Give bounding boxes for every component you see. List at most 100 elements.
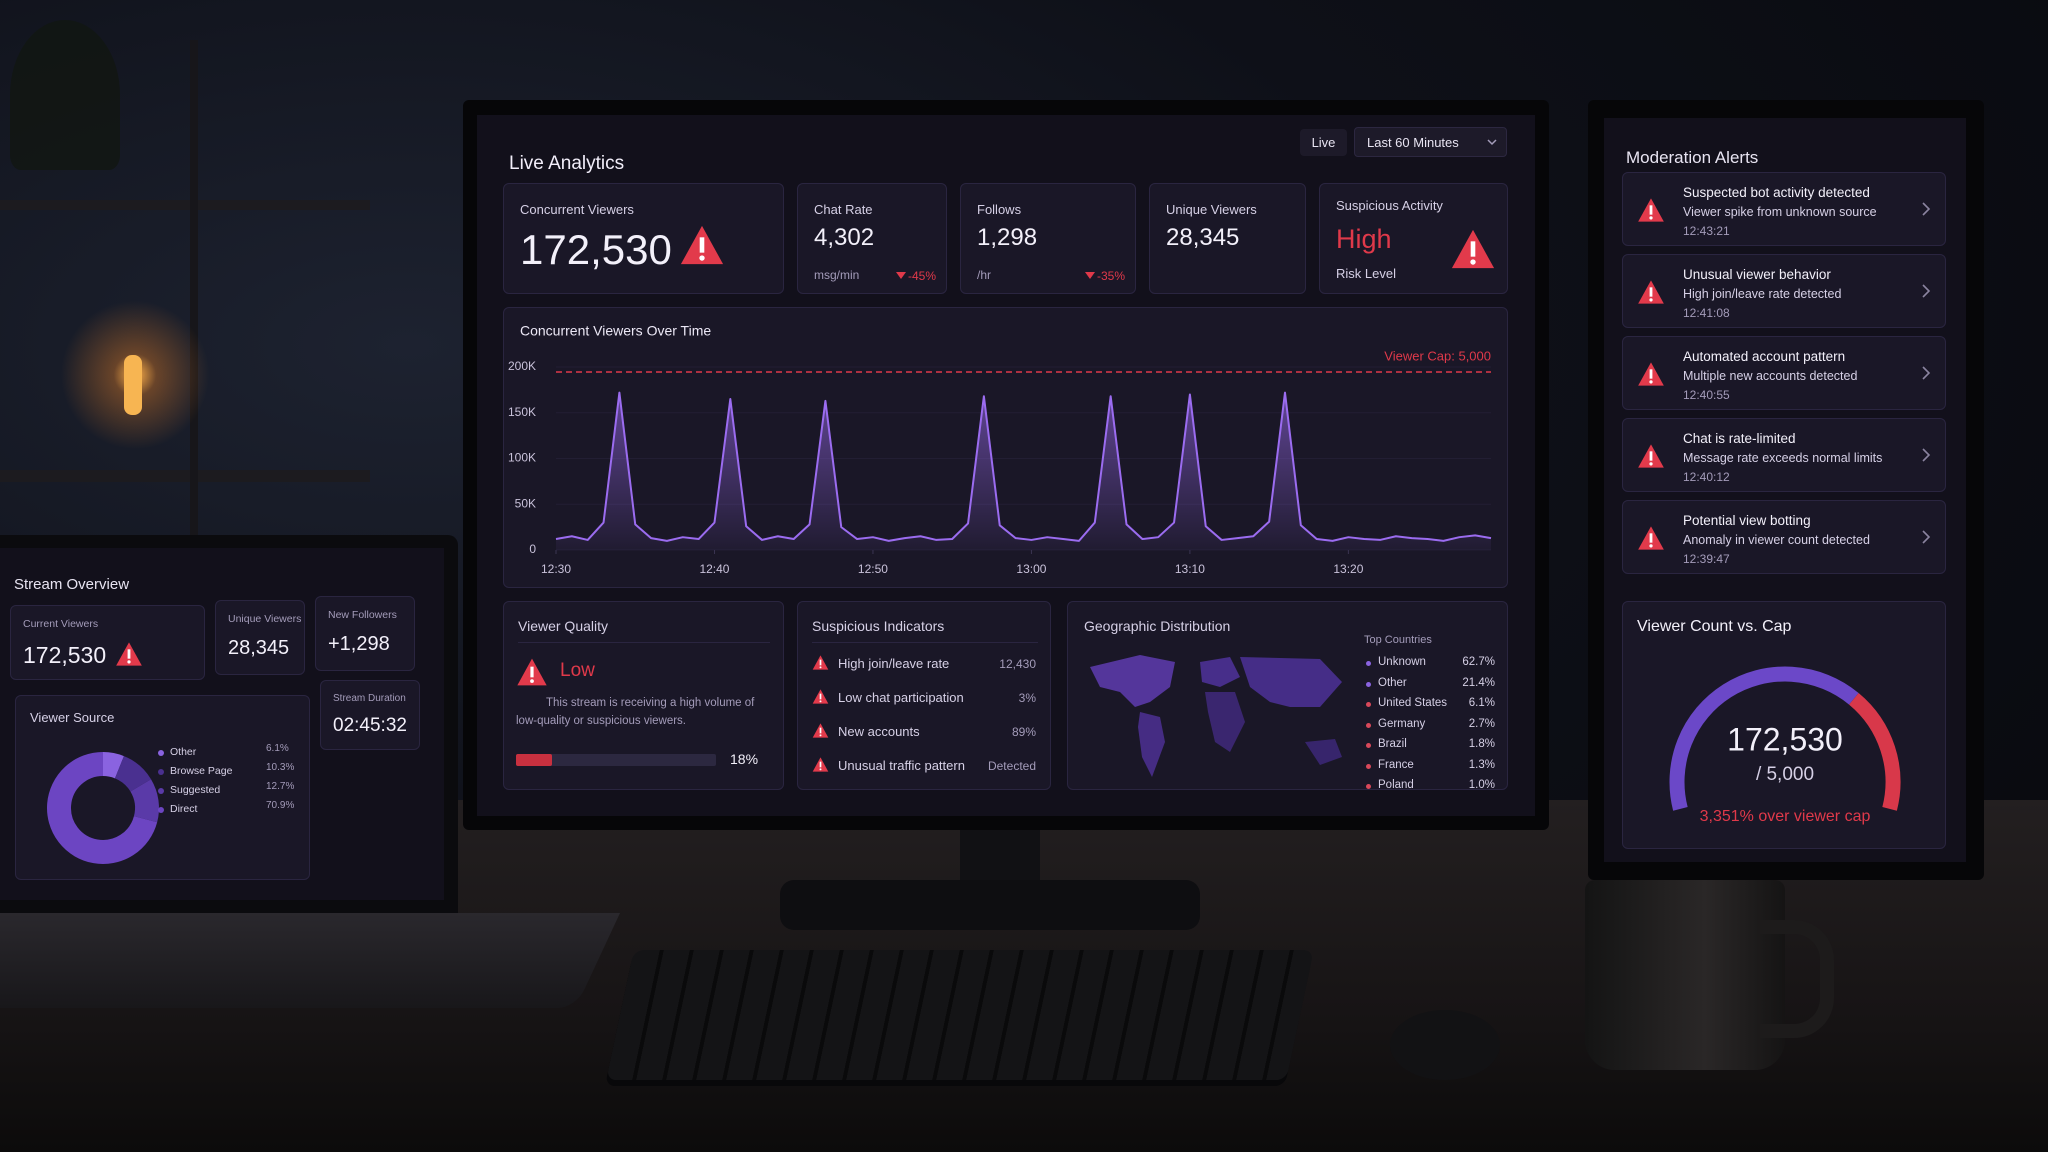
warning-bar xyxy=(1649,533,1653,543)
warning-dot xyxy=(1649,462,1653,466)
alert-item[interactable]: Potential view botting Anomaly in viewer … xyxy=(1622,500,1946,574)
continent xyxy=(1200,657,1240,687)
mug xyxy=(1585,880,1785,1070)
alert-time: 12:40:12 xyxy=(1683,470,1730,484)
alert-time: 12:39:47 xyxy=(1683,552,1730,566)
continent xyxy=(1240,657,1342,707)
line-chart: Concurrent Viewers Over Time 0 50K 100K 150K… xyxy=(508,323,1492,576)
continent xyxy=(1090,655,1175,707)
chevron xyxy=(1922,284,1931,298)
country-name: Unknown xyxy=(1378,656,1426,668)
alert-chevron xyxy=(1922,448,1931,462)
panel-title: Viewer Count vs. Cap xyxy=(1637,618,1792,635)
chart-title: Concurrent Viewers Over Time xyxy=(520,323,711,339)
indicator-label: High join/leave rate xyxy=(838,656,950,671)
stat-label: Unique Viewers xyxy=(1166,202,1257,217)
legend-dot xyxy=(158,807,164,813)
x-tick-label: 13:10 xyxy=(1175,562,1205,576)
alert-detail: Message rate exceeds normal limits xyxy=(1683,451,1883,465)
dropdown-chevron xyxy=(1487,139,1497,146)
geo-panel: Geographic Distribution Top Countries Unkn… xyxy=(1067,601,1508,791)
lamp xyxy=(124,355,142,415)
range-dropdown[interactable]: Last 60 Minutes xyxy=(1354,127,1507,157)
legend-value: 6.1% xyxy=(266,743,289,754)
warning-bar xyxy=(819,761,822,768)
panel-title: Moderation Alerts xyxy=(1626,148,1759,167)
warning-dot xyxy=(530,679,534,683)
country-value: 62.7% xyxy=(1462,656,1495,668)
legend-name: Browse Page xyxy=(170,765,233,777)
alert-item[interactable]: Automated account pattern Multiple new ac… xyxy=(1622,336,1946,410)
plant xyxy=(10,20,120,170)
alert-item[interactable]: Suspected bot activity detected Viewer sp… xyxy=(1622,172,1946,246)
cap-label: Viewer Cap: 5,000 xyxy=(1384,348,1491,363)
country-value: 1.8% xyxy=(1468,738,1495,750)
warning-dot xyxy=(819,666,822,669)
warning-icon xyxy=(812,757,829,772)
laptop-base xyxy=(0,913,621,1008)
gauge: 172,530 / 5,000 3,351% over viewer cap xyxy=(1669,666,1901,825)
continent xyxy=(1205,692,1245,752)
side-screen: Moderation Alerts Suspected bot activity… xyxy=(1604,118,1966,862)
stat-value: 172,530 xyxy=(23,642,107,668)
alert-chevron xyxy=(1922,530,1931,544)
alert-detail: High join/leave rate detected xyxy=(1683,287,1842,301)
warning-dot xyxy=(819,734,822,737)
country-name: France xyxy=(1378,758,1414,771)
alert-item[interactable]: Unusual viewer behavior High join/leave r… xyxy=(1622,254,1946,328)
donut-segment xyxy=(130,779,159,823)
live-button[interactable]: Live xyxy=(1300,129,1347,156)
warning-dot xyxy=(1649,380,1653,384)
alert-title: Potential view botting xyxy=(1683,513,1811,528)
change-arrow xyxy=(896,272,906,279)
warning-bar xyxy=(1649,287,1653,297)
divider xyxy=(812,642,1038,643)
warning-icon xyxy=(1638,526,1664,550)
warning-bar xyxy=(1470,241,1476,257)
warning-dot xyxy=(1649,216,1653,220)
stat-label: Unique Viewers xyxy=(228,613,302,625)
chart-panel: Concurrent Viewers Over Time 0 50K 100K 150K… xyxy=(503,307,1508,588)
stat-value: 28,345 xyxy=(1166,224,1240,251)
stat-label: Stream Duration xyxy=(333,693,406,704)
quality-bar-label: 18% xyxy=(730,751,759,767)
country-dot xyxy=(1366,784,1371,789)
stat-unit: msg/min xyxy=(814,268,860,282)
panel-title: Suspicious Indicators xyxy=(812,618,945,634)
country-dot xyxy=(1366,702,1371,707)
country-dot xyxy=(1366,661,1371,666)
legend-value: 12.7% xyxy=(266,781,295,792)
shelf xyxy=(0,200,370,210)
warning-dot xyxy=(1470,259,1476,265)
mouse xyxy=(1390,1010,1500,1080)
warning-dot xyxy=(819,768,822,771)
legend-value: 10.3% xyxy=(266,762,295,773)
alert-detail: Anomaly in viewer count detected xyxy=(1683,533,1870,547)
legend-dot xyxy=(158,788,164,794)
warning-bar xyxy=(1649,369,1653,379)
stat-value: 172,530 xyxy=(520,226,672,273)
stat-label: Current Viewers xyxy=(23,618,99,630)
legend-value: 70.9% xyxy=(266,800,295,811)
shelf xyxy=(0,470,370,482)
country-name: Germany xyxy=(1378,717,1426,730)
stat-change: -35% xyxy=(1097,269,1126,283)
screen-title: Stream Overview xyxy=(14,576,130,593)
panel-title: Viewer Source xyxy=(30,710,115,725)
source-panel: Viewer Source Other 6.1% Browse Page 10.3% Su… xyxy=(15,695,310,880)
mug-handle xyxy=(1760,920,1834,1038)
screen-title: Live Analytics xyxy=(509,153,625,174)
alert-time: 12:40:55 xyxy=(1683,388,1730,402)
stat-value: 28,345 xyxy=(228,637,290,659)
stat-value: 4,302 xyxy=(814,224,875,251)
quality-level: Low xyxy=(560,660,595,681)
indicator-label: New accounts xyxy=(838,724,920,739)
list-title: Top Countries xyxy=(1364,634,1432,646)
chevron xyxy=(1922,202,1931,216)
warning-bar xyxy=(1649,451,1653,461)
gauge-note: 3,351% over viewer cap xyxy=(1700,808,1871,825)
warning-bar xyxy=(530,666,534,678)
alert-item[interactable]: Chat is rate-limited Message rate exceeds… xyxy=(1622,418,1946,492)
stat-card: Unique Viewers 28,345 xyxy=(1149,183,1306,294)
